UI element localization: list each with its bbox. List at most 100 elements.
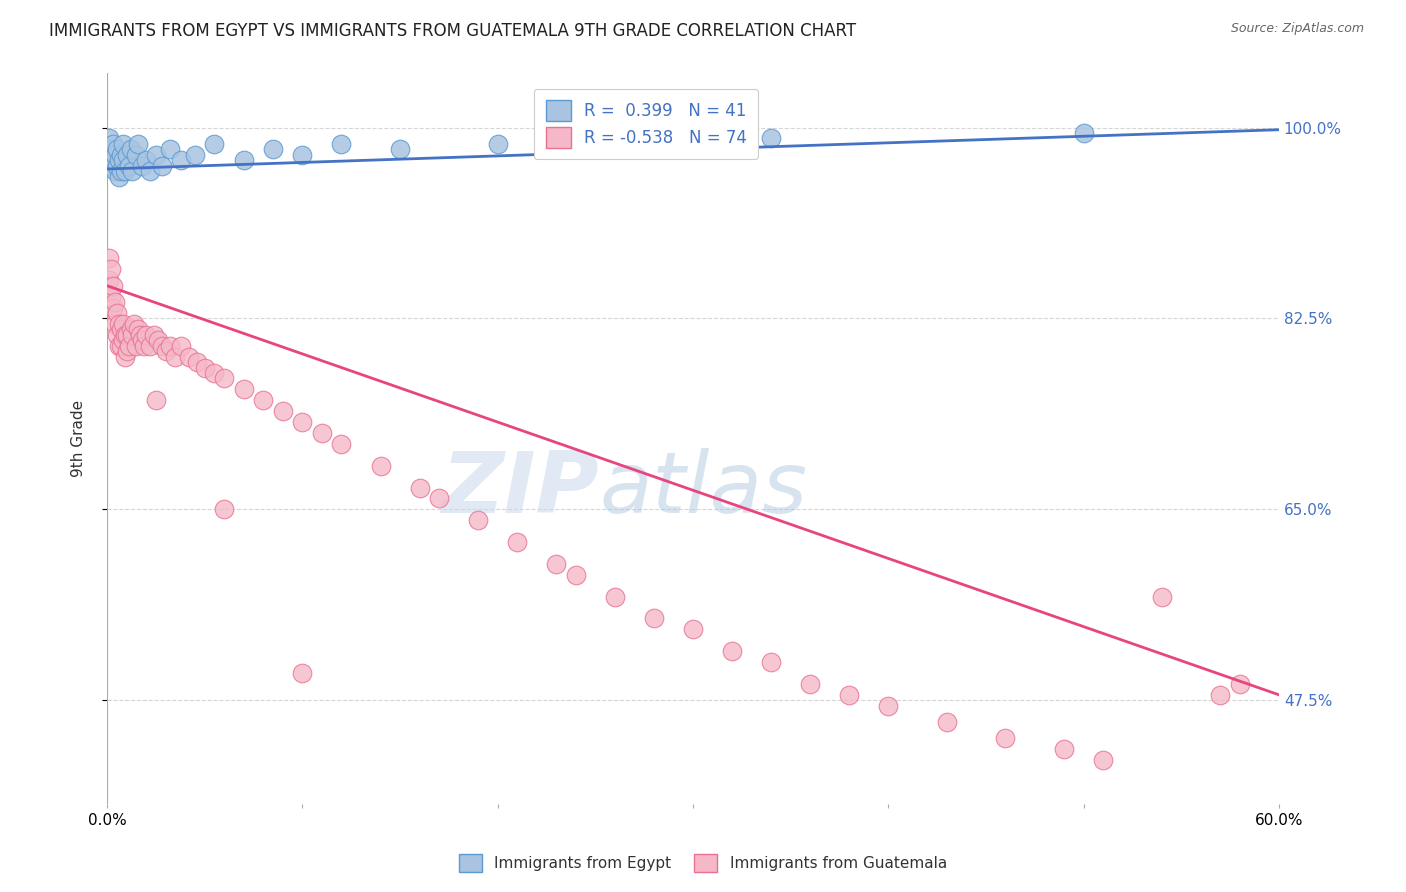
Point: [98, 252, 121, 266]
Point: [127, 136, 149, 151]
Point: [111, 153, 134, 168]
Point: [104, 317, 127, 331]
Point: [115, 148, 138, 162]
Point: [427, 491, 450, 506]
Point: [565, 567, 588, 582]
Point: [194, 360, 217, 375]
Point: [1209, 688, 1232, 702]
Point: [177, 350, 200, 364]
Point: [131, 333, 153, 347]
Text: IMMIGRANTS FROM EGYPT VS IMMIGRANTS FROM GUATEMALA 9TH GRADE CORRELATION CHART: IMMIGRANTS FROM EGYPT VS IMMIGRANTS FROM…: [49, 22, 856, 40]
Point: [114, 164, 136, 178]
Point: [110, 322, 132, 336]
Point: [104, 148, 127, 162]
Point: [155, 344, 177, 359]
Point: [186, 355, 208, 369]
Point: [291, 665, 314, 680]
Point: [139, 164, 162, 178]
Point: [115, 344, 138, 359]
Point: [262, 142, 284, 156]
Point: [467, 513, 489, 527]
Point: [131, 159, 153, 173]
Point: [101, 153, 124, 168]
Point: [370, 458, 392, 473]
Point: [145, 148, 167, 162]
Point: [101, 301, 124, 315]
Point: [135, 327, 157, 342]
Point: [291, 415, 314, 429]
Point: [799, 677, 821, 691]
Point: [105, 142, 128, 156]
Point: [125, 148, 148, 162]
Point: [1150, 590, 1173, 604]
Point: [105, 327, 128, 342]
Point: [100, 290, 122, 304]
Point: [105, 159, 128, 173]
Point: [1053, 742, 1076, 756]
Point: [125, 339, 148, 353]
Point: [111, 333, 134, 347]
Point: [311, 425, 333, 440]
Point: [291, 148, 314, 162]
Point: [110, 339, 132, 353]
Text: ZIP: ZIP: [441, 448, 599, 531]
Point: [114, 327, 136, 342]
Point: [114, 350, 136, 364]
Point: [150, 159, 173, 173]
Point: [110, 148, 132, 162]
Point: [100, 262, 122, 277]
Point: [107, 317, 129, 331]
Point: [120, 322, 142, 336]
Point: [120, 142, 142, 156]
Point: [105, 306, 128, 320]
Point: [759, 655, 782, 669]
Point: [546, 557, 568, 571]
Point: [838, 688, 860, 702]
Point: [759, 131, 782, 145]
Point: [142, 327, 165, 342]
Text: atlas: atlas: [599, 448, 807, 531]
Point: [877, 698, 900, 713]
Point: [271, 404, 294, 418]
Point: [117, 339, 139, 353]
Point: [214, 371, 236, 385]
Point: [134, 339, 156, 353]
Point: [104, 164, 127, 178]
Point: [121, 164, 143, 178]
Point: [121, 327, 143, 342]
Point: [486, 136, 509, 151]
Point: [101, 278, 124, 293]
Point: [935, 715, 957, 730]
Point: [100, 142, 122, 156]
Point: [127, 322, 149, 336]
Point: [1229, 677, 1251, 691]
Point: [145, 393, 167, 408]
Point: [159, 142, 181, 156]
Point: [150, 339, 173, 353]
Point: [98, 273, 121, 287]
Point: [994, 731, 1017, 746]
Point: [159, 339, 181, 353]
Point: [146, 333, 169, 347]
Point: [110, 164, 132, 178]
Point: [232, 382, 254, 396]
Point: [603, 131, 626, 145]
Point: [115, 327, 138, 342]
Point: [204, 366, 226, 380]
Point: [98, 148, 121, 162]
Point: [139, 339, 162, 353]
Point: [682, 623, 704, 637]
Point: [252, 393, 274, 408]
Point: [100, 159, 122, 173]
Legend: Immigrants from Egypt, Immigrants from Guatemala: Immigrants from Egypt, Immigrants from G…: [451, 846, 955, 880]
Point: [408, 481, 430, 495]
Point: [165, 350, 187, 364]
Point: [330, 437, 353, 451]
Point: [124, 317, 146, 331]
Text: Source: ZipAtlas.com: Source: ZipAtlas.com: [1230, 22, 1364, 36]
Point: [389, 142, 412, 156]
Point: [135, 153, 157, 168]
Point: [170, 153, 193, 168]
Point: [506, 535, 529, 549]
Point: [184, 148, 207, 162]
